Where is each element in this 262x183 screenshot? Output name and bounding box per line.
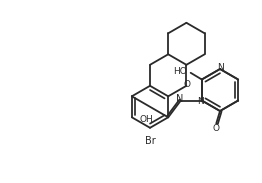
Text: O: O bbox=[184, 80, 191, 89]
Text: Br: Br bbox=[145, 136, 155, 146]
Text: OH: OH bbox=[140, 115, 154, 124]
Text: N: N bbox=[198, 97, 204, 106]
Text: N: N bbox=[176, 94, 183, 104]
Text: O: O bbox=[213, 124, 220, 133]
Text: N: N bbox=[218, 64, 224, 72]
Text: HO: HO bbox=[173, 67, 187, 76]
